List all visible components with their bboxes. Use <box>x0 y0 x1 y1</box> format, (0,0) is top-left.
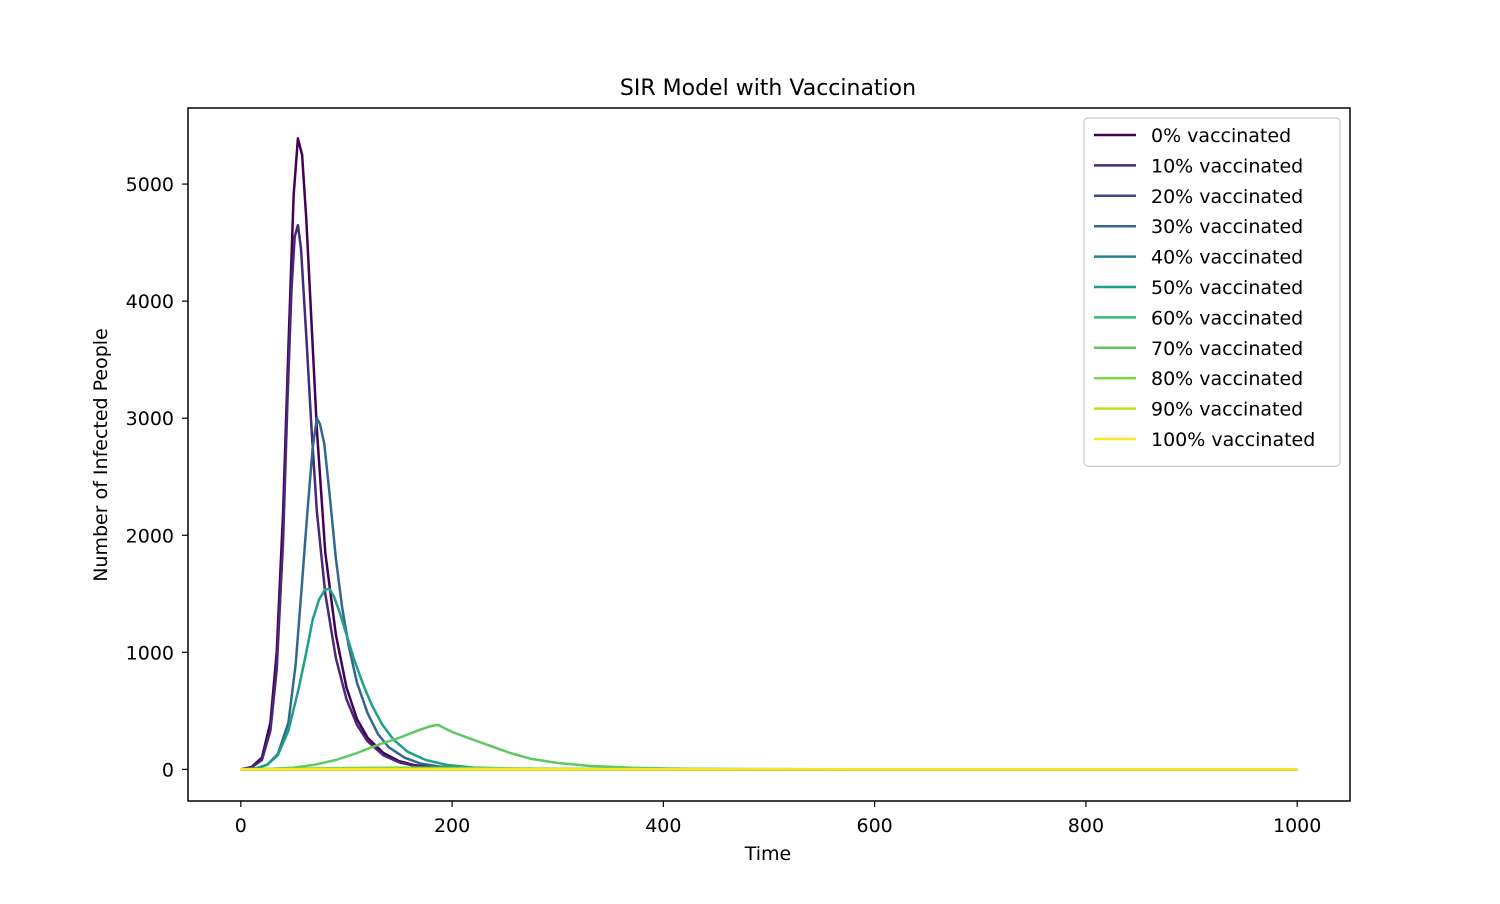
y-tick-label: 2000 <box>126 525 174 547</box>
axes-frame <box>187 107 1351 802</box>
y-tick-label: 0 <box>162 759 174 781</box>
y-tick-label: 3000 <box>126 408 174 430</box>
legend-label: 50% vaccinated <box>1151 277 1303 299</box>
series-line-5 <box>240 587 1298 771</box>
legend: 0% vaccinated 10% vaccinated 20% vaccinate… <box>1083 117 1341 467</box>
x-tick-label: 400 <box>645 815 681 837</box>
legend-label: 70% vaccinated <box>1151 338 1303 360</box>
series-line-3 <box>240 416 1298 771</box>
x-axis: 0 200 400 600 800 1000 <box>235 801 1321 837</box>
legend-label: 90% vaccinated <box>1151 399 1303 421</box>
plot-area <box>240 137 1298 771</box>
legend-label: 10% vaccinated <box>1151 155 1303 177</box>
legend-label: 30% vaccinated <box>1151 216 1303 238</box>
x-tick-label: 200 <box>434 815 470 837</box>
legend-label: 80% vaccinated <box>1151 368 1303 390</box>
legend-box <box>1083 117 1341 467</box>
legend-label: 40% vaccinated <box>1151 247 1303 269</box>
legend-label: 20% vaccinated <box>1151 186 1303 208</box>
legend-label: 60% vaccinated <box>1151 307 1303 329</box>
chart-title: SIR Model with Vaccination <box>620 76 916 101</box>
y-tick-label: 4000 <box>126 291 174 313</box>
x-tick-label: 800 <box>1068 815 1104 837</box>
legend-label: 100% vaccinated <box>1151 429 1315 451</box>
x-tick-label: 600 <box>857 815 893 837</box>
y-axis: 0 1000 2000 3000 4000 5000 <box>126 174 188 781</box>
x-axis-label: Time <box>744 843 792 865</box>
legend-label: 0% vaccinated <box>1151 125 1291 147</box>
y-tick-label: 1000 <box>126 642 174 664</box>
x-tick-label: 0 <box>235 815 247 837</box>
y-axis-label: Number of Infected People <box>90 328 112 582</box>
x-tick-label: 1000 <box>1273 815 1321 837</box>
y-tick-label: 5000 <box>126 174 174 196</box>
